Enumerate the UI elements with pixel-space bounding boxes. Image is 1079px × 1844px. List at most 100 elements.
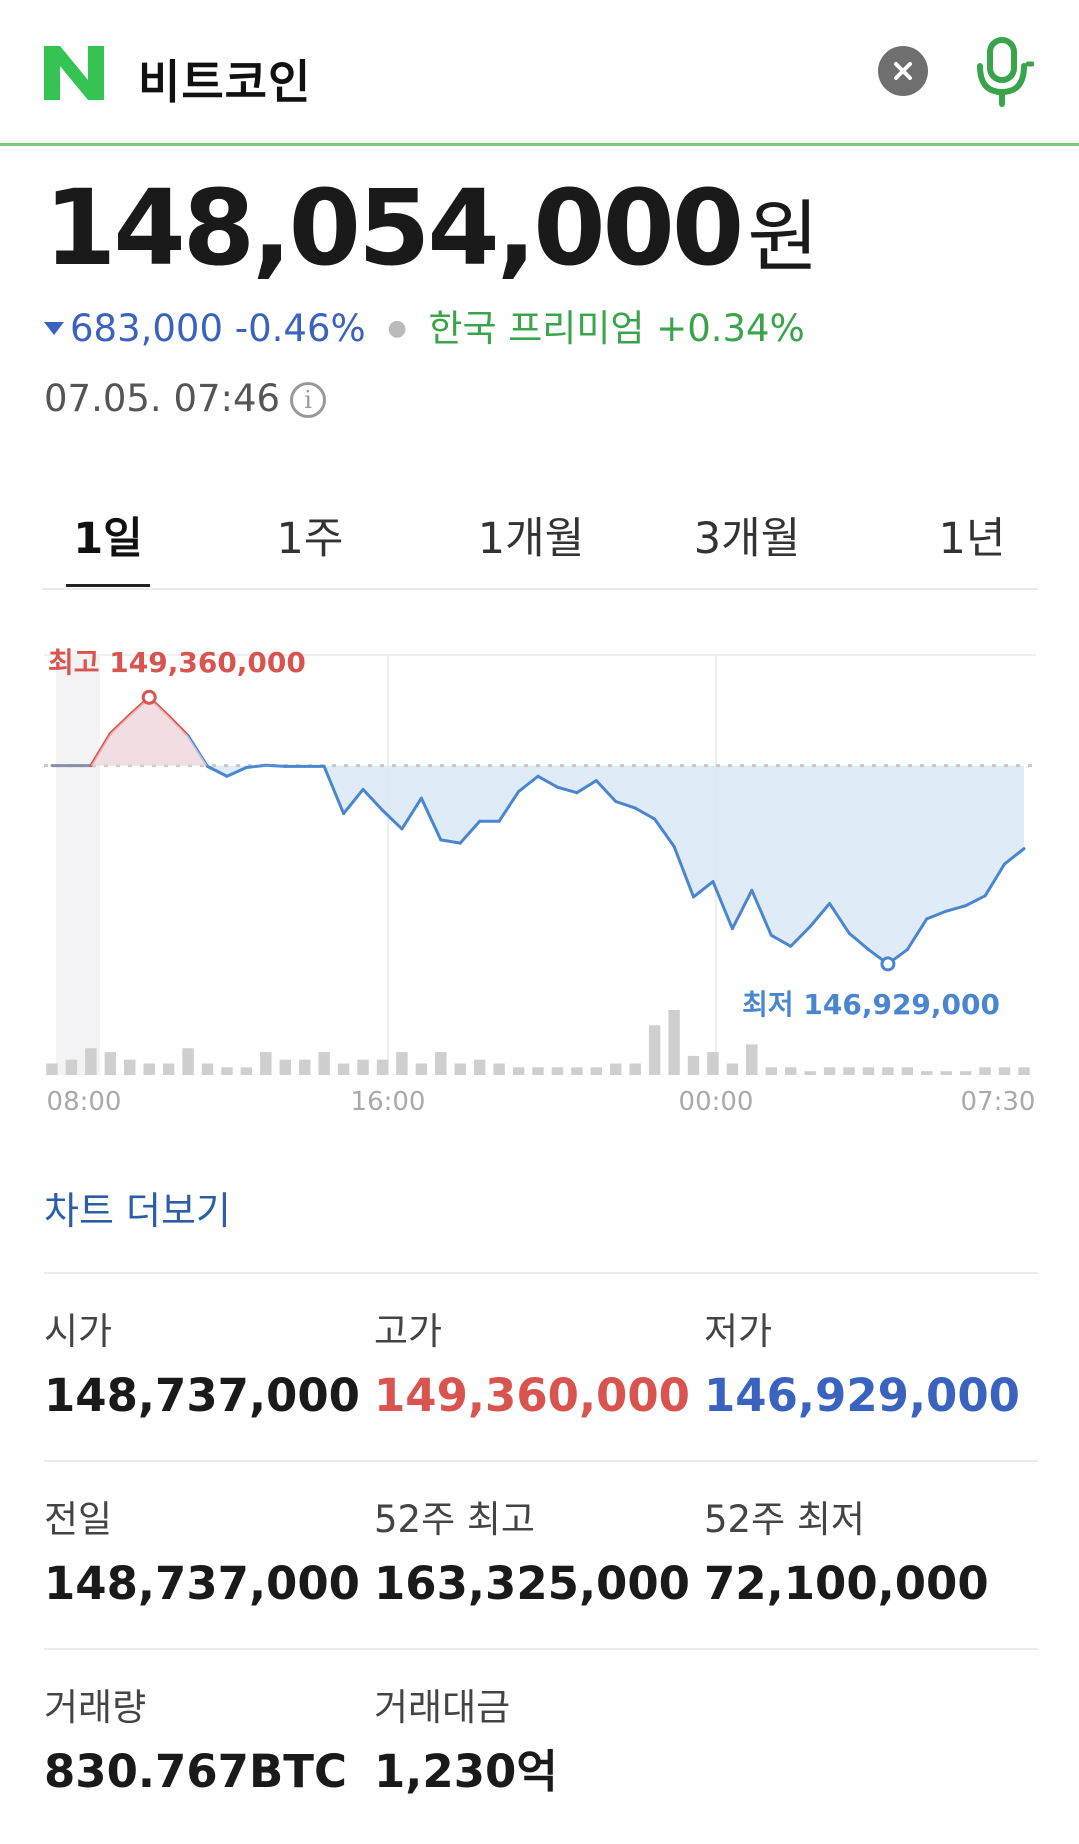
stats-table: 시가 148,737,000 고가 149,360,000 저가 146,929,000 전… [44,1272,1038,1836]
volume-bar [376,1059,389,1075]
stat-cell: 거래대금 1,230억 [374,1684,704,1802]
price-line-segment [361,787,384,812]
volume-bar [746,1044,758,1075]
volume-bar [493,1063,505,1075]
price-line-segment [458,819,482,845]
volume-bar [998,1067,1011,1075]
change-value: 683,000 [70,307,224,350]
volume-bar [901,1067,914,1075]
price-line-segment [730,888,754,931]
price-line-segment [244,763,268,769]
tab-1year[interactable]: 1년 [938,514,1006,564]
price-line-segment [769,933,793,948]
current-price: 148,054,000원 [44,168,819,298]
x-tick-label: 16:00 [351,1087,426,1117]
volume-bar [532,1067,544,1075]
naver-logo-icon[interactable] [42,44,106,102]
price-line-segment [692,880,715,899]
price-line-segment [653,817,676,848]
close-icon [894,62,912,80]
high-marker [141,689,157,705]
volume-bar [940,1071,952,1075]
volume-bar [785,1067,797,1075]
price-line-segment [342,787,365,816]
volume-bar [124,1059,136,1075]
info-icon[interactable]: i [290,382,327,418]
quote-timestamp: 07.05. 07:46 [44,377,281,420]
price-line-segment [536,774,559,789]
x-tick-label: 07:30 [961,1087,1036,1117]
price-line-segment [517,774,540,794]
price-line-segment [944,904,968,913]
stat-label: 시가 [44,1310,113,1353]
more-chart-link[interactable]: 차트 더보기 [44,1189,231,1233]
stat-cell: 거래량 830.767BTC [44,1684,374,1802]
x-tick-label: 00:00 [679,1087,754,1117]
volume-bar [221,1067,233,1075]
price-line-segment [167,714,190,738]
stat-value: 149,360,000 [374,1369,690,1422]
volume-bar [337,1063,350,1075]
stat-cell: 전일 148,737,000 [44,1496,374,1614]
volume-bar [104,1052,117,1075]
x-tick-label: 08:00 [47,1087,122,1117]
low-marker [880,956,896,972]
microphone-icon [977,37,1035,107]
volume-bar [318,1052,330,1075]
stat-label: 저가 [704,1310,773,1353]
tab-3month[interactable]: 3개월 [693,514,801,564]
tab-1week[interactable]: 1주 [276,514,344,564]
price-line-segment [575,779,598,795]
stat-cell: 저가 146,929,000 [704,1308,1034,1426]
stat-value: 72,100,000 [704,1557,989,1610]
volume-bar [299,1059,311,1075]
volume-bar [610,1063,622,1075]
price-line-segment [750,888,773,937]
stat-value: 1,230억 [374,1745,558,1798]
voice-search-button[interactable] [970,36,1035,108]
volume-bar [396,1052,408,1075]
volume-bar [979,1067,991,1075]
volume-bar [726,1063,739,1075]
volume-bar [668,1010,680,1075]
stat-cell: 52주 최저 72,100,000 [704,1496,1034,1614]
volume-bar [707,1052,719,1075]
price-line-segment [983,862,1007,898]
volume-bar [473,1059,486,1075]
down-arrow-icon [44,322,64,335]
volume-bar [551,1067,564,1075]
volume-bar [46,1063,58,1075]
volume-bar [201,1063,214,1075]
volume-bar [260,1052,272,1075]
stat-value: 146,929,000 [704,1369,1020,1422]
search-query[interactable]: 비트코인 [138,55,312,109]
volume-bar [629,1063,641,1075]
volume-bar [240,1067,253,1075]
tab-1month[interactable]: 1개월 [477,514,585,564]
tab-1day[interactable]: 1일 [73,514,143,564]
clear-search-button[interactable] [878,46,928,96]
price-line-segment [925,909,948,921]
separator-dot-icon: ● [387,316,407,341]
stats-row: 전일 148,737,000 52주 최고 163,325,000 52주 최저 72,1… [44,1460,1038,1648]
price-chart[interactable]: 최고 149,360,000 최저 146,929,000 08:00 16:00 00… [0,620,1079,1120]
volume-bar [687,1055,700,1075]
korea-premium-value: +0.34% [656,307,805,350]
volume-bar [182,1048,194,1075]
price-line-segment [808,901,832,929]
volume-bar [823,1067,836,1075]
volume-bar [648,1025,661,1075]
volume-bar [415,1063,428,1075]
volume-bar [765,1067,777,1075]
stat-value: 148,737,000 [44,1369,360,1422]
volume-bar [921,1071,933,1075]
stat-label: 고가 [374,1310,443,1353]
search-header: 비트코인 [0,0,1079,146]
volume-bar [162,1063,175,1075]
price-unit: 원 [747,193,820,283]
korea-premium-label: 한국 프리미엄 [428,307,645,350]
price-line-segment [400,796,423,831]
price-area-fill [52,697,1024,964]
volume-bar [454,1063,466,1075]
stat-value: 148,737,000 [44,1557,360,1610]
